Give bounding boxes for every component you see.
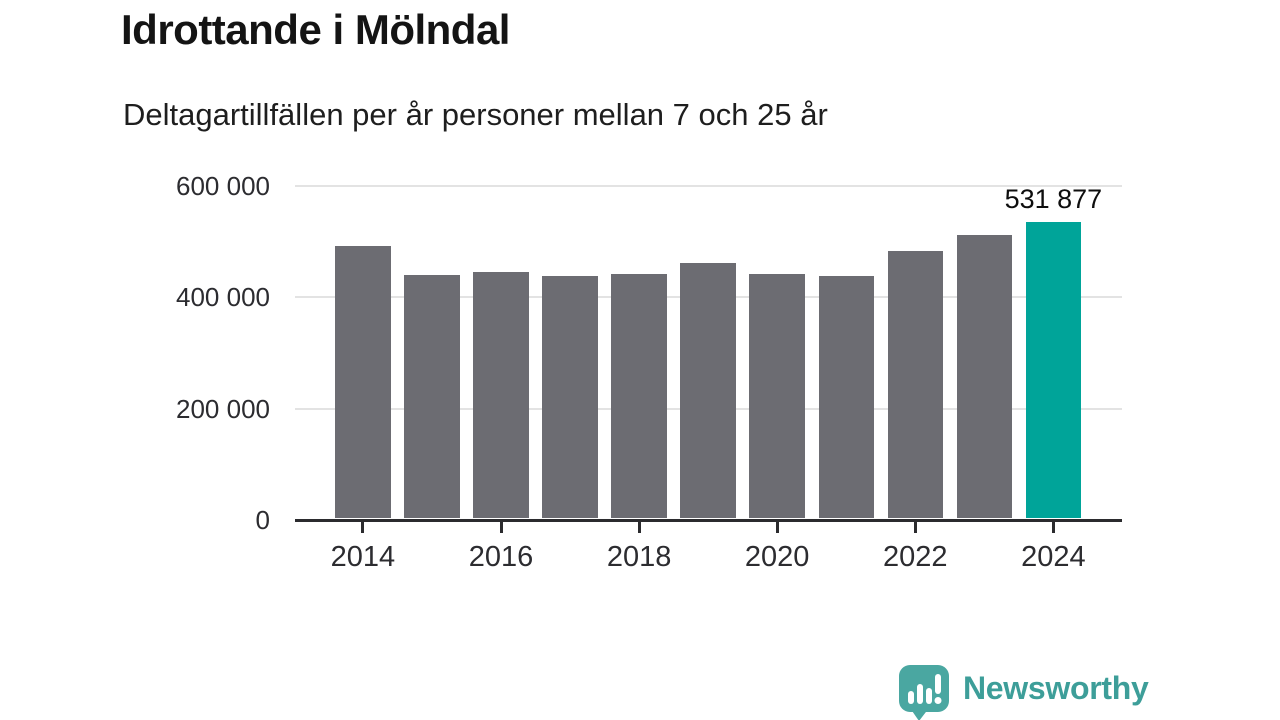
x-tick-2024 bbox=[1051, 521, 1055, 533]
x-tick-label-2020: 2020 bbox=[744, 541, 810, 573]
chart-title: Idrottande i Mölndal bbox=[121, 6, 510, 53]
x-axis-line bbox=[295, 518, 1122, 522]
brand-name: Newsworthy bbox=[963, 670, 1149, 706]
x-tick-label-2022: 2022 bbox=[883, 541, 948, 573]
x-tick-2018 bbox=[637, 521, 641, 533]
highlight-value-label: 531 877 bbox=[1004, 184, 1103, 214]
gridline-600000 bbox=[295, 184, 1122, 187]
x-tick-2022 bbox=[913, 521, 917, 533]
bar-2020 bbox=[749, 273, 805, 519]
bar-2021 bbox=[818, 275, 874, 519]
x-tick-2020 bbox=[775, 521, 779, 533]
bar-2024 bbox=[1025, 222, 1082, 519]
x-tick-2014 bbox=[361, 521, 365, 533]
bar-2018 bbox=[611, 273, 667, 519]
x-tick-label-2016: 2016 bbox=[468, 541, 534, 573]
bar-2017 bbox=[542, 276, 598, 519]
y-tick-label-400000: 400 000 bbox=[176, 282, 270, 313]
bar-2014 bbox=[335, 245, 391, 519]
y-tick-label-600000: 600 000 bbox=[176, 170, 270, 201]
bar-2022 bbox=[887, 251, 944, 519]
bar-2016 bbox=[473, 272, 529, 519]
bar-2019 bbox=[680, 262, 736, 519]
x-tick-label-2018: 2018 bbox=[606, 541, 672, 573]
bar-2023 bbox=[956, 234, 1013, 519]
y-tick-label-200000: 200 000 bbox=[176, 393, 270, 424]
bar-2015 bbox=[404, 275, 460, 519]
y-tick-label-0: 0 bbox=[255, 505, 270, 535]
chart-subtitle: Deltagartillfällen per år personer mella… bbox=[123, 97, 828, 132]
newsworthy-logo-icon bbox=[899, 665, 949, 720]
x-tick-label-2014: 2014 bbox=[330, 541, 396, 573]
x-tick-2016 bbox=[499, 521, 503, 533]
x-tick-label-2024: 2024 bbox=[1021, 541, 1086, 573]
